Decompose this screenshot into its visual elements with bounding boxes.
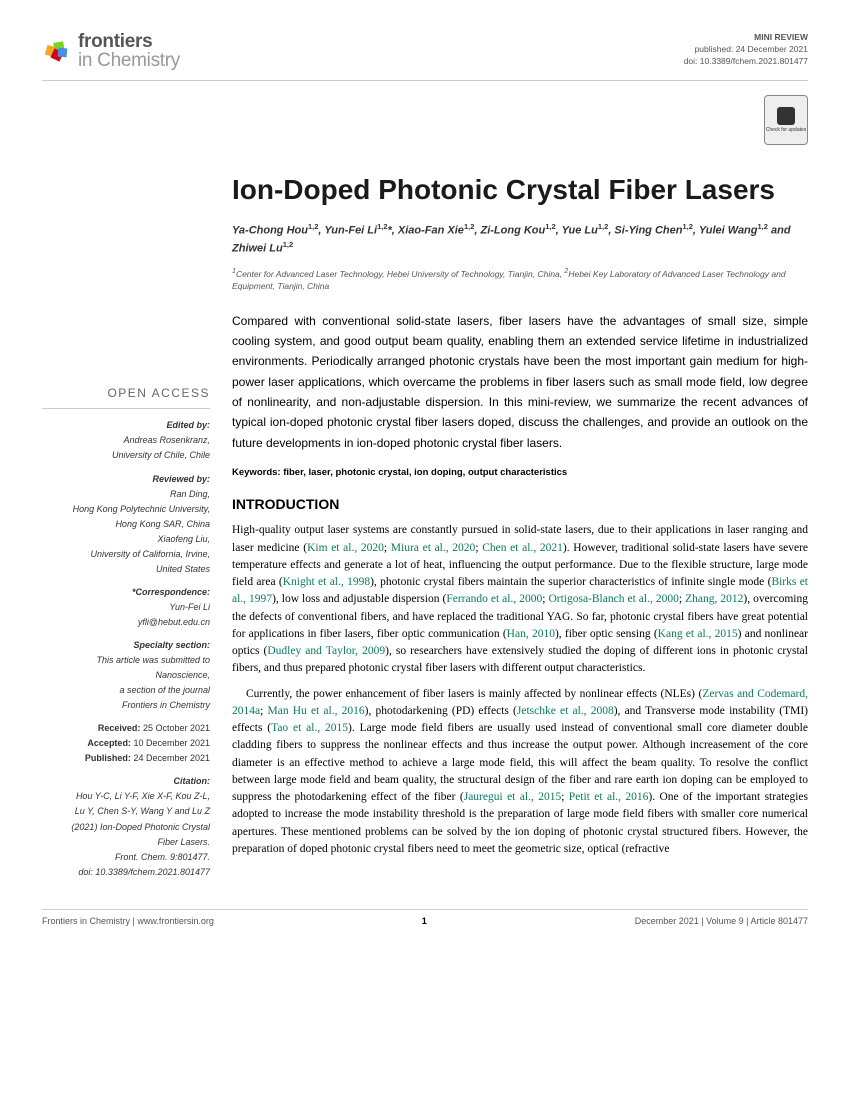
specialty-1: This article was submitted to [42,654,210,667]
intro-para-2: Currently, the power enhancement of fibe… [232,686,808,859]
received-date: Received: Received: 25 October 202125 Oc… [42,722,210,735]
open-access-label: OPEN ACCESS [42,385,210,409]
reviewed-by-label: Reviewed by: [42,473,210,486]
article-column: Ion-Doped Photonic Crystal Fiber Lasers … [232,163,808,881]
reviewer2-affil1: University of California, Irvine, [42,548,210,561]
page-footer: Frontiers in Chemistry | www.frontiersin… [42,909,808,926]
logo-text: frontiers in Chemistry [78,32,180,70]
author-list: Ya-Chong Hou1,2, Yun-Fei Li1,2*, Xiao-Fa… [232,221,808,257]
reviewer2-affil2: United States [42,563,210,576]
header-row: frontiers in Chemistry MINI REVIEW publi… [42,32,808,81]
correspondence-label: *Correspondence: [42,586,210,599]
sidebar-metadata: OPEN ACCESS Edited by: Andreas Rosenkran… [42,163,210,881]
citation-label: Citation: [42,775,210,788]
publication-info: MINI REVIEW published: 24 December 2021 … [684,32,808,68]
citation-6: doi: 10.3389/fchem.2021.801477 [42,866,210,879]
reviewer1-name: Ran Ding, [42,488,210,501]
citation-4: Fiber Lasers. [42,836,210,849]
specialty-4: Frontiers in Chemistry [42,699,210,712]
keywords: Keywords: fiber, laser, photonic crystal… [232,467,808,478]
citation-1: Hou Y-C, Li Y-F, Xie X-F, Kou Z-L, [42,790,210,803]
abstract-text: Compared with conventional solid-state l… [232,311,808,454]
journal-logo: frontiers in Chemistry [42,32,180,70]
intro-heading: INTRODUCTION [232,496,808,512]
intro-para-1: High-quality output laser systems are co… [232,522,808,677]
edited-by-label: Edited by: [42,419,210,432]
check-updates-badge[interactable]: Check for updates [42,95,808,145]
footer-page-number: 1 [422,916,427,926]
citation-3: (2021) Ion-Doped Photonic Crystal [42,821,210,834]
specialty-2: Nanoscience, [42,669,210,682]
specialty-label: Specialty section: [42,639,210,652]
correspondence-name: Yun-Fei Li [42,601,210,614]
editor-name: Andreas Rosenkranz, [42,434,210,447]
published-date-sidebar: Published: 24 December 2021 [42,752,210,765]
footer-right: December 2021 | Volume 9 | Article 80147… [635,916,808,926]
reviewer1-affil1: Hong Kong Polytechnic University, [42,503,210,516]
citation-2: Lu Y, Chen S-Y, Wang Y and Lu Z [42,805,210,818]
article-title: Ion-Doped Photonic Crystal Fiber Lasers [232,173,808,207]
logo-icon [42,36,72,66]
footer-left: Frontiers in Chemistry | www.frontiersin… [42,916,214,926]
reviewer1-affil2: Hong Kong SAR, China [42,518,210,531]
doi-line: doi: 10.3389/fchem.2021.801477 [684,56,808,68]
specialty-3: a section of the journal [42,684,210,697]
accepted-date: Accepted: 10 December 2021 [42,737,210,750]
logo-line1: frontiers [78,32,180,51]
affiliations: 1Center for Advanced Laser Technology, H… [232,267,808,293]
main-grid: OPEN ACCESS Edited by: Andreas Rosenkran… [42,163,808,881]
reviewer2-name: Xiaofeng Liu, [42,533,210,546]
published-date: published: 24 December 2021 [684,44,808,56]
editor-affil: University of Chile, Chile [42,449,210,462]
correspondence-email: yfli@hebut.edu.cn [42,616,210,629]
check-updates-label: Check for updates [766,128,807,134]
article-type-label: MINI REVIEW [684,32,808,44]
citation-5: Front. Chem. 9:801477. [42,851,210,864]
logo-line2: in Chemistry [78,51,180,70]
